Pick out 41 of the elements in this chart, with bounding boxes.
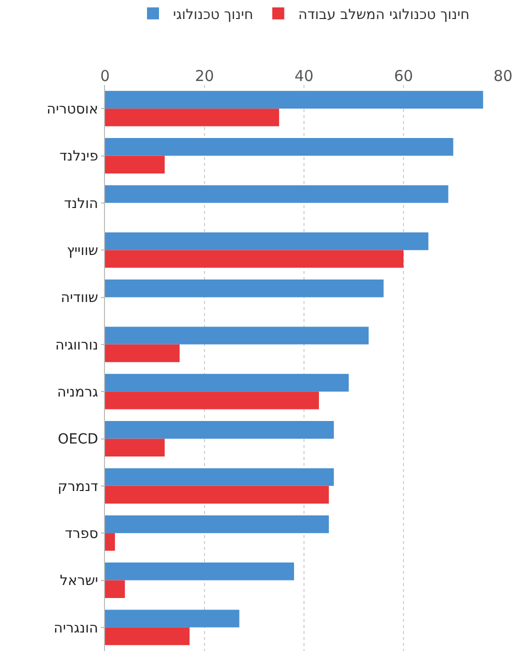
bar <box>105 438 165 456</box>
bar <box>105 392 319 410</box>
y-tick-label: דנמרק <box>58 478 99 495</box>
y-tick-label: גרמניה <box>57 384 98 400</box>
bar <box>105 90 484 109</box>
x-tick-label: 0 <box>100 67 110 85</box>
legend-label: חינוך טכנולוגי <box>173 6 254 23</box>
bar <box>105 374 349 392</box>
x-tick-label: 60 <box>394 67 414 85</box>
bar <box>105 468 334 486</box>
y-tick-label: ישראל <box>60 573 98 590</box>
legend-label: חינוך טכנולוגי המשלב עבודה <box>298 6 470 23</box>
x-tick-label: 40 <box>294 67 314 85</box>
bar <box>105 562 294 580</box>
x-tick-label: 20 <box>194 67 214 85</box>
bar <box>105 108 280 126</box>
y-tick-label: ספרד <box>64 526 98 542</box>
y-tick-label: שווייץ <box>66 242 98 259</box>
y-tick-label: פינלנד <box>60 148 98 165</box>
y-tick-label: נורווגיה <box>55 337 98 354</box>
y-tick-label: הולנד <box>64 196 98 212</box>
bar <box>105 515 329 534</box>
bar <box>105 610 240 628</box>
y-tick-label: הונגריה <box>54 620 98 636</box>
y-tick-label: שוודיה <box>60 290 98 306</box>
bar <box>105 156 165 174</box>
bar <box>105 580 125 598</box>
bar <box>105 627 190 646</box>
bar <box>105 533 115 551</box>
y-tick-label: OECD <box>58 432 98 448</box>
x-tick-label: 80 <box>493 67 513 85</box>
bar <box>105 486 329 504</box>
bar <box>105 138 454 156</box>
bar <box>105 421 334 439</box>
bar <box>105 326 369 344</box>
bar <box>105 250 404 268</box>
bar <box>105 344 180 362</box>
bar <box>105 185 448 203</box>
bar <box>105 280 384 298</box>
bar <box>105 232 428 250</box>
y-tick-label: אוסטריה <box>46 101 98 118</box>
